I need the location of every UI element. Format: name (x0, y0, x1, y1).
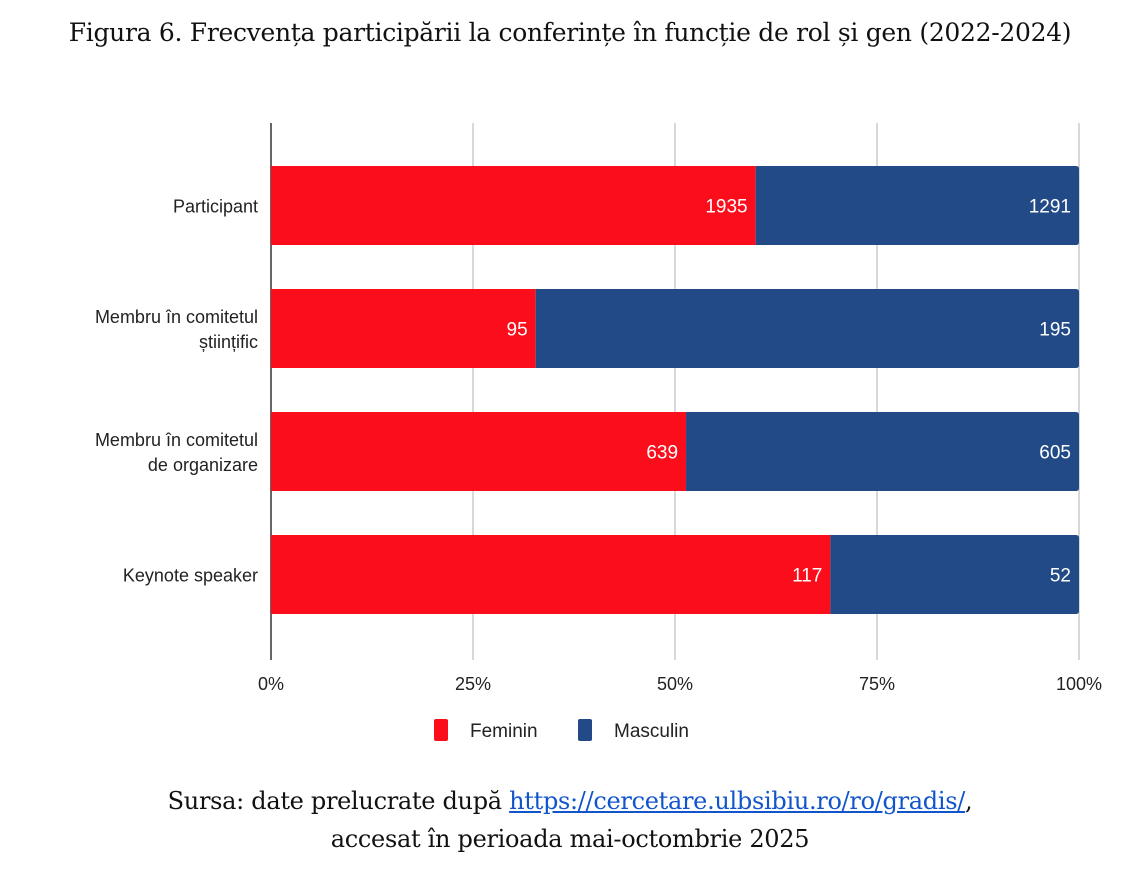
bar-group: 639 605 (271, 412, 1079, 491)
category-label: Membru în comitetul de organizare (95, 430, 258, 475)
legend-item-feminin: Feminin (434, 719, 538, 742)
bar-group: 1935 1291 (271, 166, 1079, 245)
x-tick-label: 0% (258, 674, 284, 694)
legend-swatch (578, 719, 592, 741)
x-tick-label: 100% (1056, 674, 1102, 694)
source-note: Sursa: date prelucrate după https://cerc… (0, 782, 1140, 858)
bar-segment-masculin (755, 166, 1079, 245)
data-label: 95 (507, 320, 528, 341)
bar-segment-feminin (271, 412, 687, 491)
bar-group: 95 195 (271, 289, 1079, 368)
data-label: 639 (646, 443, 678, 464)
category-label: Keynote speaker (123, 566, 258, 586)
source-access-date: accesat în perioada mai-octombrie 2025 (330, 825, 810, 853)
data-label: 52 (1050, 566, 1071, 587)
source-suffix: , (965, 787, 973, 815)
data-label: 605 (1039, 443, 1071, 464)
stacked-bar-chart: 1935 1291 95 195 639 605 117 52 Participant Memb… (95, 123, 1102, 742)
x-tick-label: 25% (455, 674, 491, 694)
source-link[interactable]: https://cercetare.ulbsibiu.ro/ro/gradis/ (509, 787, 966, 815)
data-label: 117 (792, 566, 822, 587)
bar-segment-masculin (686, 412, 1079, 491)
bar-segment-feminin (271, 289, 536, 368)
legend-item-masculin: Masculin (578, 719, 689, 742)
bar-segment-feminin (271, 535, 831, 614)
x-axis-ticks: 0% 25% 50% 75% 100% (258, 674, 1102, 694)
legend-label: Feminin (470, 721, 538, 742)
bar-segment-masculin (830, 535, 1079, 614)
bar-segment-masculin (535, 289, 1079, 368)
legend-label: Masculin (614, 721, 689, 742)
category-label: Membru în comitetul științific (95, 307, 258, 352)
x-tick-label: 75% (859, 674, 895, 694)
bar-group: 117 52 (271, 535, 1079, 614)
data-label: 1935 (705, 197, 747, 218)
bar-segment-feminin (271, 166, 756, 245)
data-label: 195 (1039, 320, 1071, 341)
data-label: 1291 (1029, 197, 1071, 218)
legend-swatch (434, 719, 448, 741)
source-prefix: Sursa: date prelucrate după (167, 787, 510, 815)
category-labels: Participant Membru în comitetul științific… (95, 197, 258, 586)
category-label: Participant (173, 197, 258, 217)
figure-title: Figura 6. Frecvența participării la conf… (68, 18, 1072, 47)
x-tick-label: 50% (657, 674, 693, 694)
legend: Feminin Masculin (434, 719, 689, 742)
bars: 1935 1291 95 195 639 605 117 52 (271, 166, 1079, 614)
